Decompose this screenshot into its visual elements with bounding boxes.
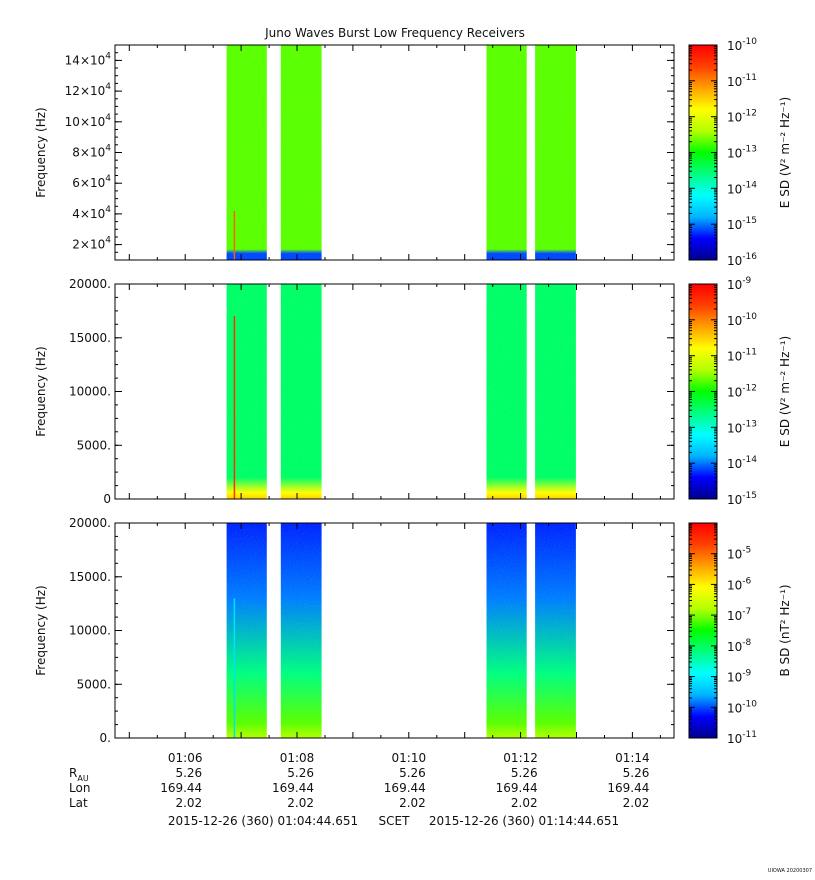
- x-tick-label: 01:14: [615, 751, 650, 765]
- colorbar-tick-label: 10-9: [727, 276, 752, 292]
- x-tick-label: 01:08: [280, 751, 315, 765]
- burst-texture-4: [535, 284, 576, 499]
- panel-1: 2×104 4×104 6×104 8×104 10×104 12×104 14×104 Fr…: [34, 37, 792, 268]
- burst-texture-2: [280, 45, 322, 260]
- colorbar-label: B SD (nT² Hz⁻¹): [778, 584, 792, 676]
- y-tick-label: 5000.: [77, 438, 111, 452]
- colorbar-tick-label: 10-14: [727, 455, 757, 471]
- panels: 2×104 4×104 6×104 8×104 10×104 12×104 14×104 Fr…: [34, 37, 792, 746]
- burst-texture-4: [535, 45, 576, 260]
- ephemeris-value: 2.02: [623, 796, 650, 810]
- ephemeris-row-label: Lat: [69, 796, 88, 810]
- burst-texture-3: [486, 523, 527, 738]
- ephemeris-value: 2.02: [287, 796, 314, 810]
- burst-texture-1: [226, 45, 267, 260]
- y-tick-label: 14×104: [65, 51, 112, 67]
- y-tick-label: 8×104: [72, 144, 111, 160]
- ephemeris-value: 5.26: [287, 766, 314, 780]
- panel-2: 0 5000. 10000. 15000. 20000. Frequency (Hz) 10…: [34, 276, 792, 507]
- y-tick-label: 4×104: [72, 205, 111, 221]
- ephemeris-value: 5.26: [623, 766, 650, 780]
- plot-frame: [114, 283, 675, 500]
- burst-texture-3: [486, 284, 527, 499]
- burst-texture-4: [535, 523, 576, 738]
- burst-texture-1: [226, 523, 267, 738]
- y-axis-label: Frequency (Hz): [34, 107, 48, 198]
- colorbar-label: E SD (V² m⁻² Hz⁻¹): [778, 336, 792, 447]
- ephemeris-value: 169.44: [384, 781, 426, 795]
- ephemeris-value: 2.02: [399, 796, 426, 810]
- colorbar-tick-label: 10-11: [727, 348, 757, 364]
- x-tick-label: 01:10: [392, 751, 427, 765]
- colorbar-tick-label: 10-10: [727, 37, 757, 53]
- colorbar: [689, 523, 717, 738]
- chart-title: Juno Waves Burst Low Frequency Receivers: [264, 26, 525, 40]
- ephemeris-row-label: Lon: [69, 781, 90, 795]
- colorbar-tick-label: 10-10: [727, 699, 757, 715]
- y-tick-label: 15000.: [69, 331, 111, 345]
- ephemeris-value: 169.44: [496, 781, 538, 795]
- colorbar-tick-label: 10-12: [727, 109, 757, 125]
- y-tick-label: 2×104: [72, 236, 111, 252]
- ephemeris-value: 2.02: [511, 796, 538, 810]
- colorbar-tick-label: 10-15: [727, 216, 757, 232]
- colorbar-tick-label: 10-13: [727, 419, 757, 435]
- ephemeris-value: 169.44: [607, 781, 649, 795]
- burst-texture-3: [486, 45, 527, 260]
- colorbar-tick-label: 10-11: [727, 730, 757, 746]
- colorbar-frame: [688, 522, 718, 739]
- y-tick-label: 15000.: [69, 570, 111, 584]
- colorbar-tick-label: 10-10: [727, 312, 757, 328]
- burst-texture-1: [226, 284, 267, 499]
- colorbar-tick-label: 10-6: [727, 576, 752, 592]
- colorbar-tick-label: 10-13: [727, 145, 757, 161]
- y-tick-label: 5000.: [77, 677, 111, 691]
- burst-texture-2: [280, 284, 322, 499]
- y-tick-label: 0.: [100, 731, 111, 745]
- time-range-label: SCET: [379, 814, 411, 828]
- y-tick-label: 12×104: [65, 82, 112, 98]
- colorbar-tick-label: 10-15: [727, 491, 757, 507]
- y-tick-label: 20000.: [69, 516, 111, 530]
- burst-texture-2: [280, 523, 322, 738]
- panel-3: 0. 5000. 10000. 15000. 20000. Frequency (Hz) 1…: [34, 516, 792, 746]
- credit-label: UIOWA 20200307: [768, 868, 812, 874]
- colorbar-tick-label: 10-11: [727, 73, 757, 89]
- ephemeris-value: 5.26: [511, 766, 538, 780]
- time-range-end: 2015-12-26 (360) 01:14:44.651: [429, 814, 619, 828]
- colorbar-tick-label: 10-8: [727, 638, 752, 654]
- plot-frame: [114, 522, 675, 739]
- y-tick-label: 10000.: [69, 624, 111, 638]
- x-axis-labels: 01:06 01:08 01:10 01:12 01:14: [168, 751, 650, 765]
- y-tick-label: 20000.: [69, 277, 111, 291]
- y-tick-label: 6×104: [72, 174, 111, 190]
- time-range-start: 2015-12-26 (360) 01:04:44.651: [168, 814, 358, 828]
- ephemeris-value: 169.44: [272, 781, 314, 795]
- ephemeris-value: 169.44: [160, 781, 202, 795]
- colorbar-tick-label: 10-9: [727, 669, 752, 685]
- y-axis-label: Frequency (Hz): [34, 346, 48, 437]
- colorbar-tick-label: 10-16: [727, 252, 757, 268]
- y-tick-label: 0: [103, 492, 111, 506]
- colorbar-label: E SD (V² m⁻² Hz⁻¹): [778, 97, 792, 208]
- ephemeris-value: 5.26: [175, 766, 202, 780]
- colorbar-tick-label: 10-14: [727, 180, 757, 196]
- x-tick-label: 01:06: [168, 751, 203, 765]
- colorbar-tick-label: 10-7: [727, 607, 751, 623]
- x-tick-label: 01:12: [503, 751, 538, 765]
- plot-frame: [114, 44, 675, 261]
- colorbar-tick-label: 10-12: [727, 384, 757, 400]
- y-tick-label: 10000.: [69, 385, 111, 399]
- y-tick-label: 10×104: [65, 113, 112, 129]
- colorbar-tick-label: 10-5: [727, 546, 751, 562]
- y-axis-label: Frequency (Hz): [34, 585, 48, 676]
- ephemeris-value: 5.26: [399, 766, 426, 780]
- ephemeris-value: 2.02: [175, 796, 202, 810]
